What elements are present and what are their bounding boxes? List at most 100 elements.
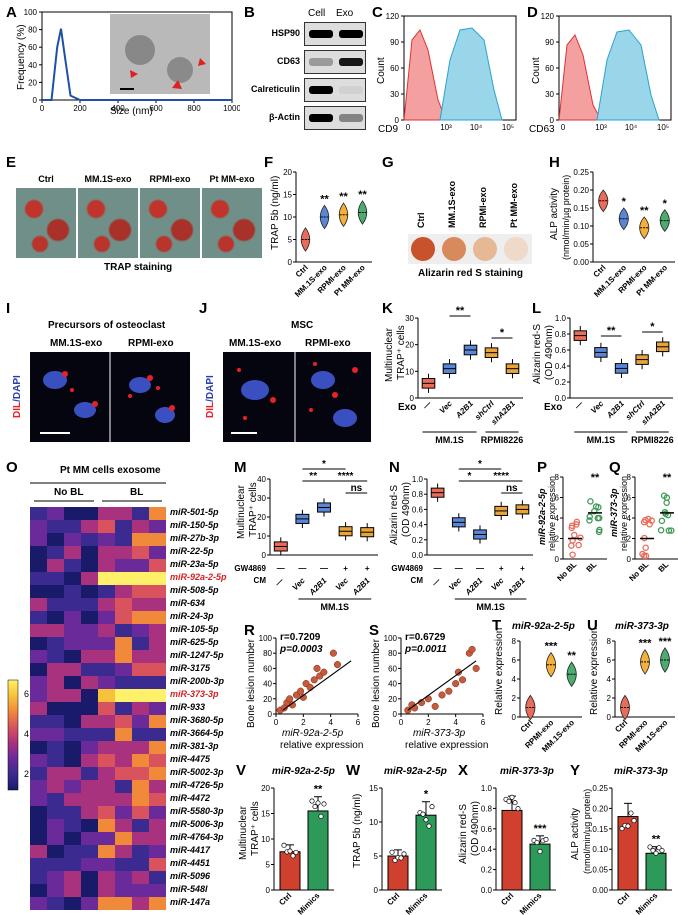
tick-label: 6 xyxy=(555,494,560,503)
heatmap-cell xyxy=(47,754,64,767)
heatmap-cell xyxy=(30,676,47,689)
tick-label: 60 xyxy=(390,64,399,73)
tick-label: 0.2 xyxy=(555,378,567,387)
data-point xyxy=(458,676,467,684)
panel-u: 0 2 4 6 8 Ctrl *** RPMI-exo *** MM.1S-exo U miR-3… xyxy=(585,615,678,760)
tick-label: 2 xyxy=(627,535,632,544)
heatmap-cell xyxy=(81,689,98,702)
panel-label: E xyxy=(6,154,17,171)
tick-label: 60 xyxy=(388,664,397,673)
heatmap-cell xyxy=(47,741,64,754)
panel-r: 0 20 40 60 80 100 0 2 4 6 R r=0.7209 p=0.0003 Bon… xyxy=(240,620,365,755)
title: MSC xyxy=(291,320,314,331)
heatmap-row-label: miR-373-3p xyxy=(170,689,219,699)
tem-image xyxy=(110,14,210,94)
heatmap-row-label: miR-501-5p xyxy=(170,507,219,517)
tick-label: 0.4 xyxy=(412,521,424,530)
trap-image xyxy=(78,188,138,258)
heatmap-cell xyxy=(81,533,98,546)
data-point xyxy=(596,514,603,522)
heatmap-cell xyxy=(115,845,132,858)
panel-m: 0 10 20 30 40 GW4869 CM — — — + + — Vec A2B1 Vec A2B1 * **… xyxy=(230,455,385,615)
heatmap-cell xyxy=(98,598,115,611)
data-point xyxy=(452,680,460,688)
panel-n: 0.0 0.2 0.4 0.6 0.8 1.0 GW4869 CM — — — + + — Vec A2B1 V… xyxy=(385,455,535,615)
panel-v: 0 5 10 15 20 Ctrl Mimics ** V miR-92a-2-5p Mult… xyxy=(230,760,342,915)
heatmap-cell xyxy=(149,819,166,832)
heatmap-cell xyxy=(149,793,166,806)
col-1: MM.1S-exo xyxy=(229,338,282,349)
group-label: Mimics xyxy=(404,891,430,915)
tick-label: 800 xyxy=(187,104,201,113)
data-point xyxy=(587,498,594,505)
heatmap-cell xyxy=(149,767,166,780)
data-point xyxy=(537,848,543,855)
panel-b: B Cell Exo HSP90 CD63 Calreticulin β-Actin xyxy=(240,0,370,140)
panel-t: 0 2 4 6 8 Ctrl *** RPMI-exo ** MM.1S-exo T miR-92… xyxy=(490,615,585,760)
tick-label: 0 xyxy=(550,116,555,125)
y-axis-label: TRAP 5b (ng/ml) xyxy=(352,793,363,868)
heatmap-cell xyxy=(115,520,132,533)
heatmap-cell xyxy=(115,637,132,650)
data-point xyxy=(426,823,432,829)
heatmap-row-label: miR-5002-3p xyxy=(170,767,224,777)
heatmap-cell xyxy=(81,741,98,754)
y-axis-label: Multinuclear xyxy=(238,806,249,860)
blot-label-1: CD63 xyxy=(276,56,300,66)
tick-label: 10⁴ xyxy=(470,123,483,132)
x-label: — xyxy=(421,399,433,411)
heatmap-cell xyxy=(115,819,132,832)
y-axis-label: Count xyxy=(376,57,387,84)
y-axis-label-2: TRAP⁺ cells xyxy=(396,325,407,380)
heatmap-cell xyxy=(132,754,149,767)
x-axis-label-2: relative expression xyxy=(405,740,489,751)
heatmap-cell xyxy=(81,546,98,559)
heatmap-cell xyxy=(115,715,132,728)
data-point xyxy=(290,853,296,859)
group-label: Ctrl xyxy=(592,263,608,279)
heatmap-cell xyxy=(47,845,64,858)
panel-label: S xyxy=(369,622,380,639)
data-point xyxy=(663,499,670,507)
panel-p: 0 2 4 6 8 No BL BL ** P miR-92a-2-5p relative e… xyxy=(535,455,607,595)
group-label: Mimics xyxy=(634,891,660,915)
blot-band xyxy=(304,106,366,130)
significance: **** xyxy=(493,471,509,482)
y-axis-label-2: (nmol/min/µg protein) xyxy=(582,788,592,874)
heatmap-cell xyxy=(47,598,64,611)
data-point xyxy=(515,806,521,812)
tick-label: 20 xyxy=(388,695,397,704)
significance: ** xyxy=(314,784,323,796)
x-axis-label: miR-92a-2-5p xyxy=(282,728,344,739)
tick-label: 2 xyxy=(512,694,517,703)
heatmap-cell xyxy=(64,884,81,897)
regression-line xyxy=(282,660,352,711)
tick-label: 100 xyxy=(259,634,273,643)
heatmap-cell xyxy=(98,559,115,572)
tick-label: 0 xyxy=(399,718,404,727)
tick-label: 4 xyxy=(555,514,560,523)
bar xyxy=(501,809,523,891)
heatmap-row-label: miR-147a xyxy=(170,897,211,907)
heatmap-cell xyxy=(98,897,115,910)
panel-k: 0 10 20 30— Vec A2B1 shCtrl shA2B1 ** * MM.1S RPMI8… xyxy=(378,300,528,450)
heatmap-cell xyxy=(47,793,64,806)
heatmap-cell xyxy=(30,624,47,637)
gw-value: — xyxy=(320,564,328,573)
data-point xyxy=(389,849,395,855)
caption: TRAP staining xyxy=(104,262,173,273)
heatmap-cell xyxy=(81,754,98,767)
heatmap-cell xyxy=(98,884,115,897)
panel-label: I xyxy=(6,300,11,317)
significance: ns xyxy=(506,483,518,494)
significance: * xyxy=(663,198,668,210)
tick-label: 0 xyxy=(627,555,632,564)
heatmap-cell xyxy=(98,871,115,884)
data-point xyxy=(667,527,675,534)
data-point xyxy=(315,800,321,806)
data-point xyxy=(309,798,315,804)
data-point xyxy=(631,818,637,824)
heatmap-cell xyxy=(64,676,81,689)
y-bar: 0.00 0.05 0.10 0.15 0.20 0.25 Ctrl Mimics ** xyxy=(592,784,672,915)
